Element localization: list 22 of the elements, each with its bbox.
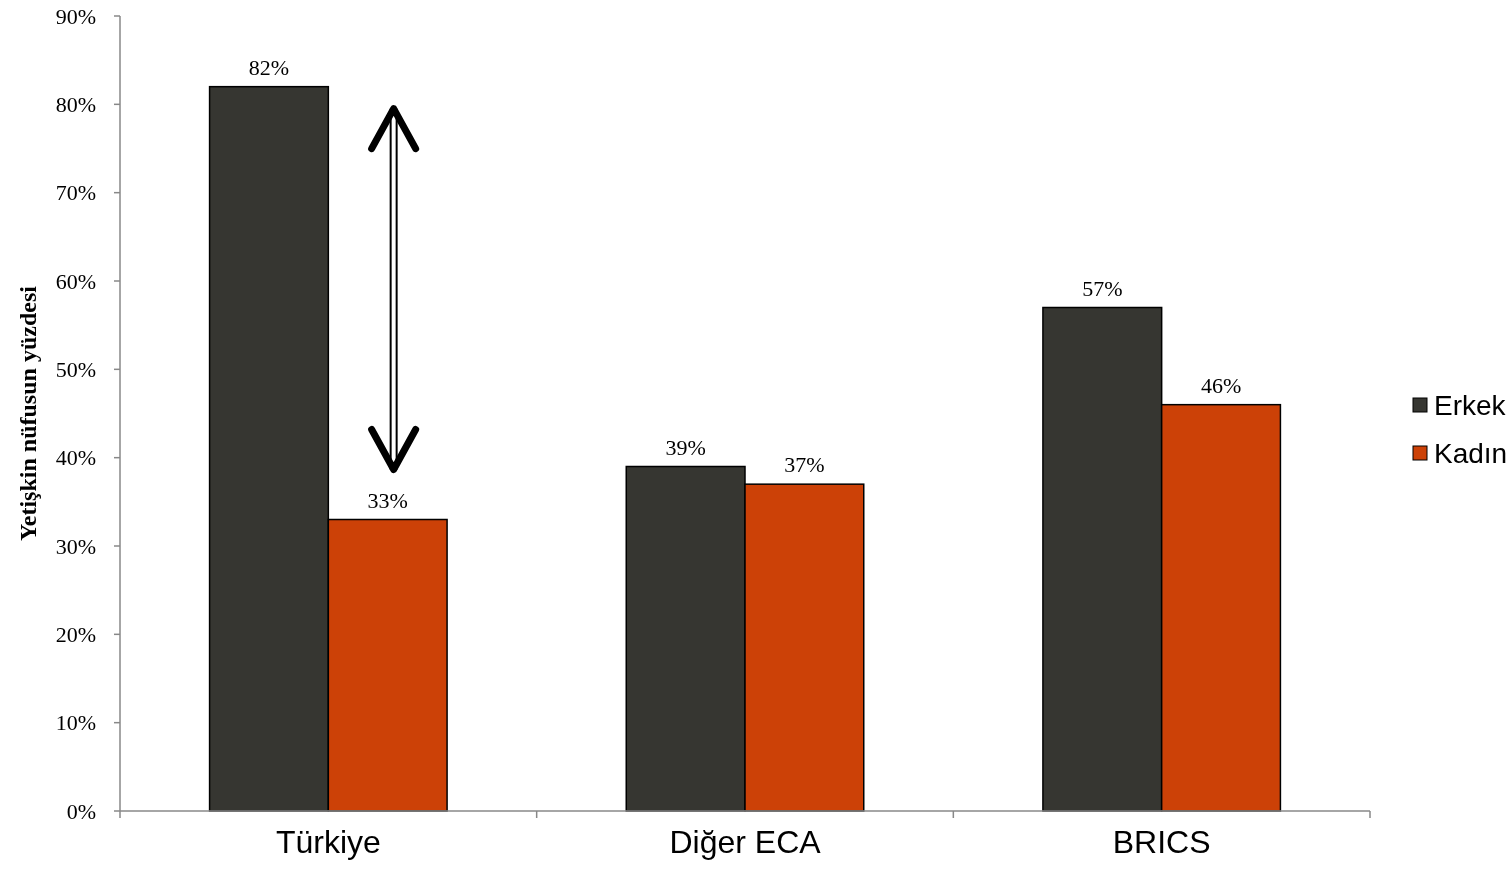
y-tick-label: 60% xyxy=(55,268,96,294)
y-tick-label: 80% xyxy=(55,92,96,118)
x-tick-label: BRICS xyxy=(1112,824,1211,860)
y-tick-label: 0% xyxy=(66,798,96,824)
data-label: 39% xyxy=(665,434,706,460)
y-tick-label: 90% xyxy=(55,3,96,29)
y-tick-label: 30% xyxy=(55,533,96,559)
y-tick-label: 50% xyxy=(55,357,96,383)
y-axis-title: Yetişkin nüfusun yüzdesi xyxy=(15,285,41,541)
x-tick-label: Türkiye xyxy=(275,824,381,860)
data-label: 82% xyxy=(248,54,290,80)
data-label: 57% xyxy=(1082,275,1123,301)
y-tick-label: 20% xyxy=(55,622,96,648)
y-tick-label: 10% xyxy=(55,710,96,736)
y-tick-label: 70% xyxy=(55,180,96,206)
x-tick-label: Diğer ECA xyxy=(669,824,822,860)
data-label: 33% xyxy=(367,487,408,513)
data-label: 37% xyxy=(784,452,825,478)
y-tick-label: 40% xyxy=(55,445,96,471)
legend-label: Erkek xyxy=(1434,389,1507,421)
legend-label: Kadın xyxy=(1434,437,1508,469)
data-label: 46% xyxy=(1200,372,1242,398)
